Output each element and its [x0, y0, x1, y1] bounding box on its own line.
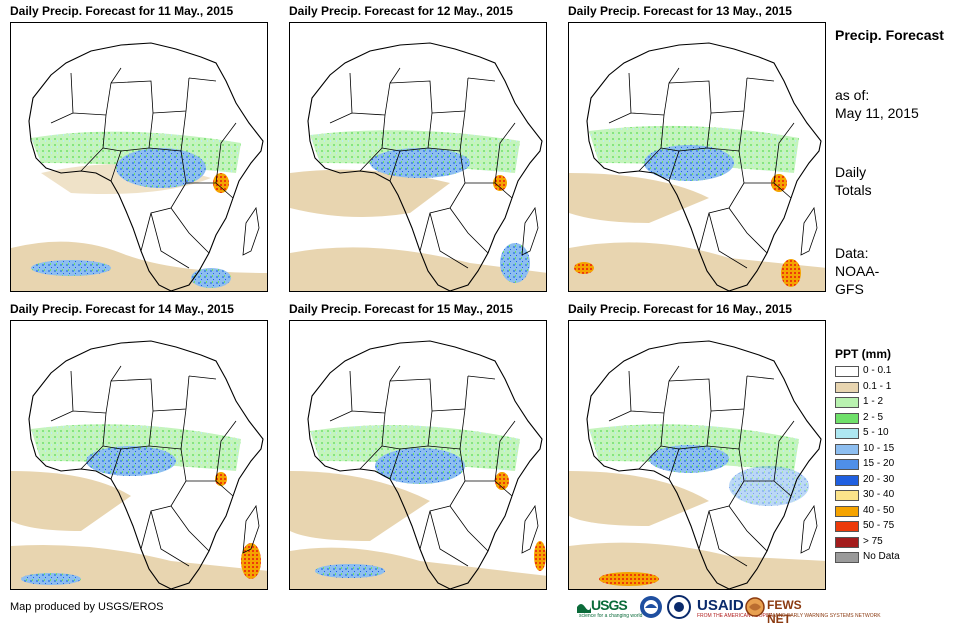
- fews-logo-text: FEWS NET: [767, 598, 802, 626]
- legend-swatch: [835, 443, 859, 455]
- panel-title: Daily Precip. Forecast for 15 May., 2015: [289, 302, 513, 316]
- legend-swatch: [835, 490, 859, 501]
- credit-text: Map produced by USGS/EROS: [10, 601, 164, 613]
- legend-title: PPT (mm): [835, 347, 892, 361]
- legend-swatch: [835, 552, 859, 563]
- legend-swatch: [835, 459, 859, 470]
- precip-map: [568, 320, 826, 590]
- legend-swatch: [835, 366, 859, 377]
- panel-title: Daily Precip. Forecast for 12 May., 2015: [289, 4, 513, 18]
- usaid-logo: USAID FROM THE AMERICAN PEOPLE: [697, 595, 772, 621]
- dhs-logo: [667, 595, 693, 621]
- precip-map: [289, 22, 547, 292]
- legend-item: 10 - 15: [835, 442, 955, 456]
- logos: USGS science for a changing world USAID …: [577, 595, 881, 626]
- legend-label: No Data: [863, 551, 900, 562]
- legend-label: 30 - 40: [863, 489, 895, 500]
- precip-map-graphic: [569, 340, 825, 589]
- precip-map-graphic: [11, 340, 267, 589]
- fews-globe-icon: [745, 597, 765, 617]
- data-source: NOAA-GFS: [835, 263, 880, 297]
- fews-tagline: FAMINE EARLY WARNING SYSTEMS NETWORK: [767, 613, 881, 619]
- panel-title: Daily Precip. Forecast for 16 May., 2015: [568, 302, 792, 316]
- precip-map-graphic: [11, 42, 267, 291]
- legend-label: 0 - 0.1: [863, 365, 892, 376]
- legend-item: 15 - 20: [835, 458, 955, 471]
- legend-item: > 75: [835, 535, 955, 549]
- legend-item: 5 - 10: [835, 427, 955, 440]
- legend-swatch: [835, 536, 859, 548]
- map-panel-5: Daily Precip. Forecast for 15 May., 2015: [289, 302, 547, 590]
- precip-map: [289, 320, 547, 590]
- panel-title: Daily Precip. Forecast for 13 May., 2015: [568, 4, 792, 18]
- legend-item: 1 - 2: [835, 396, 955, 409]
- precip-map-graphic: [569, 42, 825, 291]
- legend-label: 2 - 5: [863, 411, 884, 423]
- precip-map-graphic: [290, 340, 546, 589]
- panel-title: Daily Precip. Forecast for 14 May., 2015: [10, 302, 234, 316]
- legend-item: 50 - 75: [835, 520, 955, 533]
- legend-swatch: [835, 521, 859, 532]
- map-panel-3: Daily Precip. Forecast for 13 May., 2015: [568, 4, 826, 292]
- map-panel-2: Daily Precip. Forecast for 12 May., 2015: [289, 4, 547, 292]
- forecast-title: Precip. Forecast: [835, 27, 944, 43]
- legend-swatch: [835, 474, 859, 486]
- legend-label: 40 - 50: [863, 504, 895, 516]
- asof-date: May 11, 2015: [835, 105, 919, 121]
- legend-item: 0.1 - 1: [835, 380, 955, 394]
- legend-swatch: [835, 428, 859, 439]
- precip-map: [10, 22, 268, 292]
- legend-label: 15 - 20: [863, 458, 895, 469]
- legend-swatch: [835, 381, 859, 393]
- usgs-logo-text: USGS: [591, 597, 628, 613]
- usaid-logo-text: USAID: [697, 597, 744, 614]
- legend-item: 0 - 0.1: [835, 365, 955, 378]
- legend-swatch: [835, 412, 859, 424]
- precip-map: [10, 320, 268, 590]
- legend-swatch: [835, 397, 859, 408]
- legend-label: 20 - 30: [863, 473, 895, 485]
- legend-item: 20 - 30: [835, 473, 955, 487]
- usgs-logo: USGS science for a changing world: [577, 595, 642, 621]
- legend-label: > 75: [863, 535, 883, 547]
- asof-label: as of:: [835, 87, 870, 103]
- legend-label: 5 - 10: [863, 427, 889, 438]
- totals-label: Daily Totals: [835, 164, 872, 198]
- noaa-logo: [639, 595, 663, 621]
- panel-title: Daily Precip. Forecast for 11 May., 2015: [10, 4, 234, 18]
- usgs-tagline: science for a changing world: [579, 613, 643, 619]
- legend-label: 1 - 2: [863, 396, 884, 407]
- precip-map-graphic: [290, 42, 546, 291]
- legend-item: No Data: [835, 551, 955, 564]
- legend-item: 40 - 50: [835, 504, 955, 518]
- map-panel-1: Daily Precip. Forecast for 11 May., 2015: [10, 4, 268, 292]
- data-label: Data:: [835, 245, 869, 261]
- dhs-seal-icon: [667, 595, 691, 619]
- usgs-wave-icon: [577, 604, 591, 613]
- noaa-seal-icon: [640, 596, 662, 618]
- legend-label: 0.1 - 1: [863, 380, 892, 392]
- legend-label: 50 - 75: [863, 520, 895, 531]
- usaid-tagline: FROM THE AMERICAN PEOPLE: [697, 613, 772, 619]
- map-panel-6: Daily Precip. Forecast for 16 May., 2015: [568, 302, 826, 590]
- precip-map: [568, 22, 826, 292]
- legend-item: 30 - 40: [835, 489, 955, 502]
- legend-item: 2 - 5: [835, 411, 955, 425]
- legend-label: 10 - 15: [863, 442, 895, 454]
- fews-logo: FEWS NET FAMINE EARLY WARNING SYSTEMS NE…: [745, 595, 881, 626]
- legend-swatch: [835, 505, 859, 517]
- map-panel-4: Daily Precip. Forecast for 14 May., 2015: [10, 302, 268, 590]
